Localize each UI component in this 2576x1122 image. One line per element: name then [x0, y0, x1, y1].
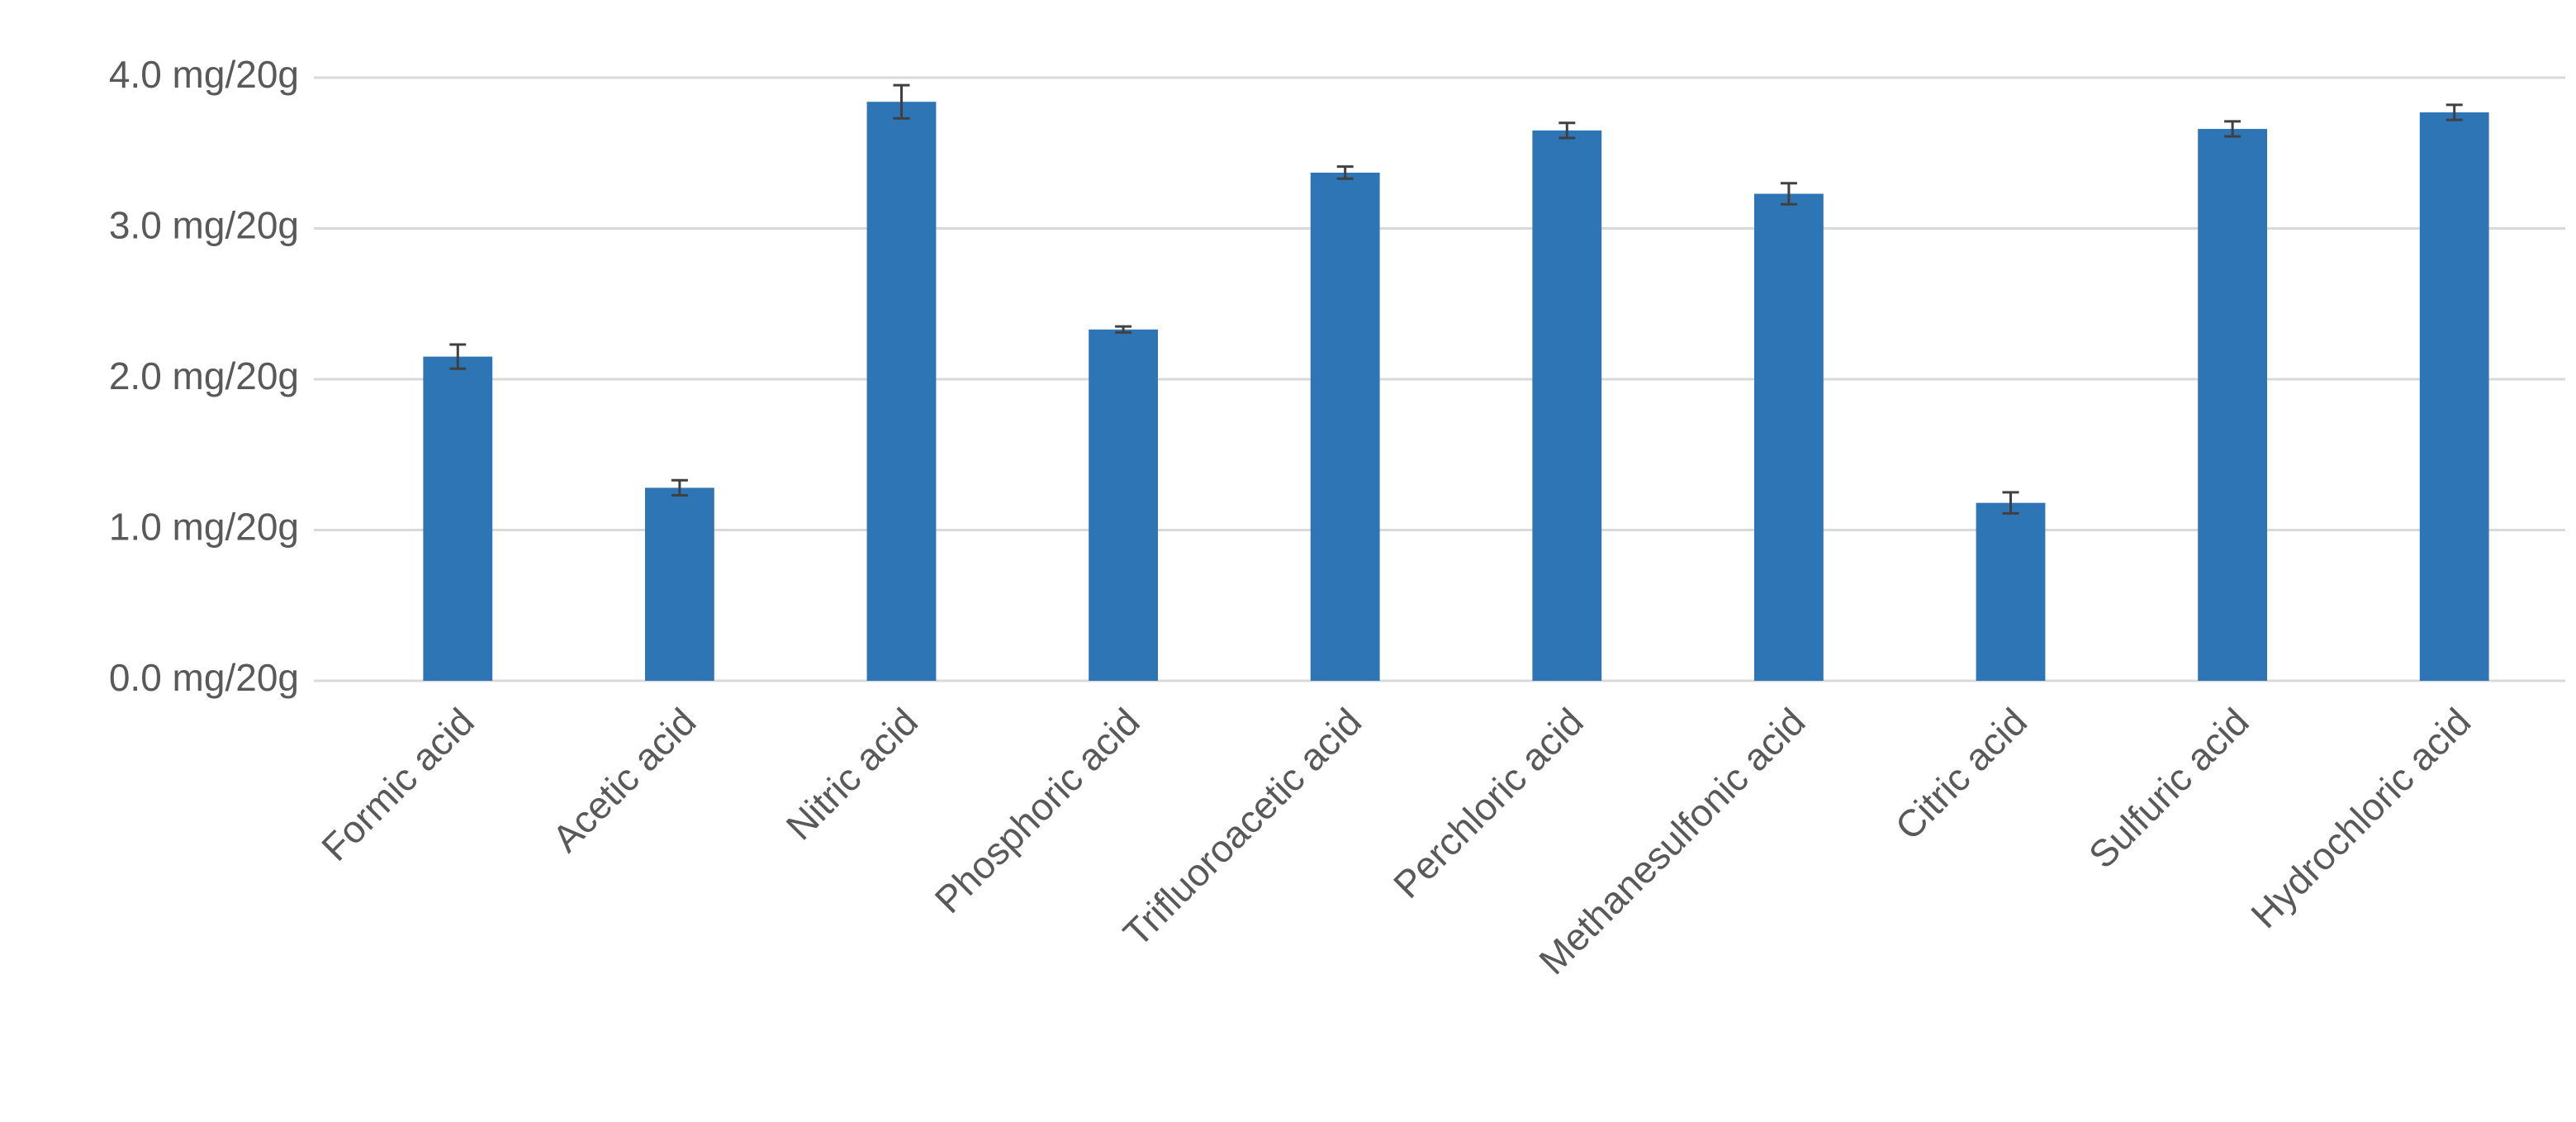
x-tick-label: Sulfuric acid	[2080, 700, 2257, 877]
y-tick-label: 3.0 mg/20g	[109, 204, 299, 247]
y-tick-label: 0.0 mg/20g	[109, 656, 299, 699]
x-tick-label: Hydrochloric acid	[2242, 700, 2479, 936]
bar	[1089, 329, 1159, 681]
x-tick-label: Trifluoroacetic acid	[1115, 700, 1370, 955]
bar	[644, 487, 714, 681]
x-tick-label: Nitric acid	[778, 700, 927, 849]
bar	[1753, 193, 1824, 681]
x-tick-label: Phosphoric acid	[927, 700, 1148, 921]
bar	[2198, 129, 2268, 682]
bar	[1532, 130, 1602, 681]
y-tick-label: 4.0 mg/20g	[109, 53, 299, 96]
x-tick-label: Formic acid	[313, 700, 482, 869]
bar	[866, 102, 937, 681]
bar	[1310, 172, 1380, 682]
y-tick-label: 2.0 mg/20g	[109, 354, 299, 397]
bar	[1976, 502, 2046, 681]
y-tick-label: 1.0 mg/20g	[109, 506, 299, 549]
x-tick-label: Acetic acid	[544, 700, 704, 860]
bar	[2419, 112, 2489, 682]
bar	[423, 356, 493, 681]
x-tick-label: Citric acid	[1887, 700, 2036, 849]
x-tick-label: Perchloric acid	[1385, 700, 1592, 906]
